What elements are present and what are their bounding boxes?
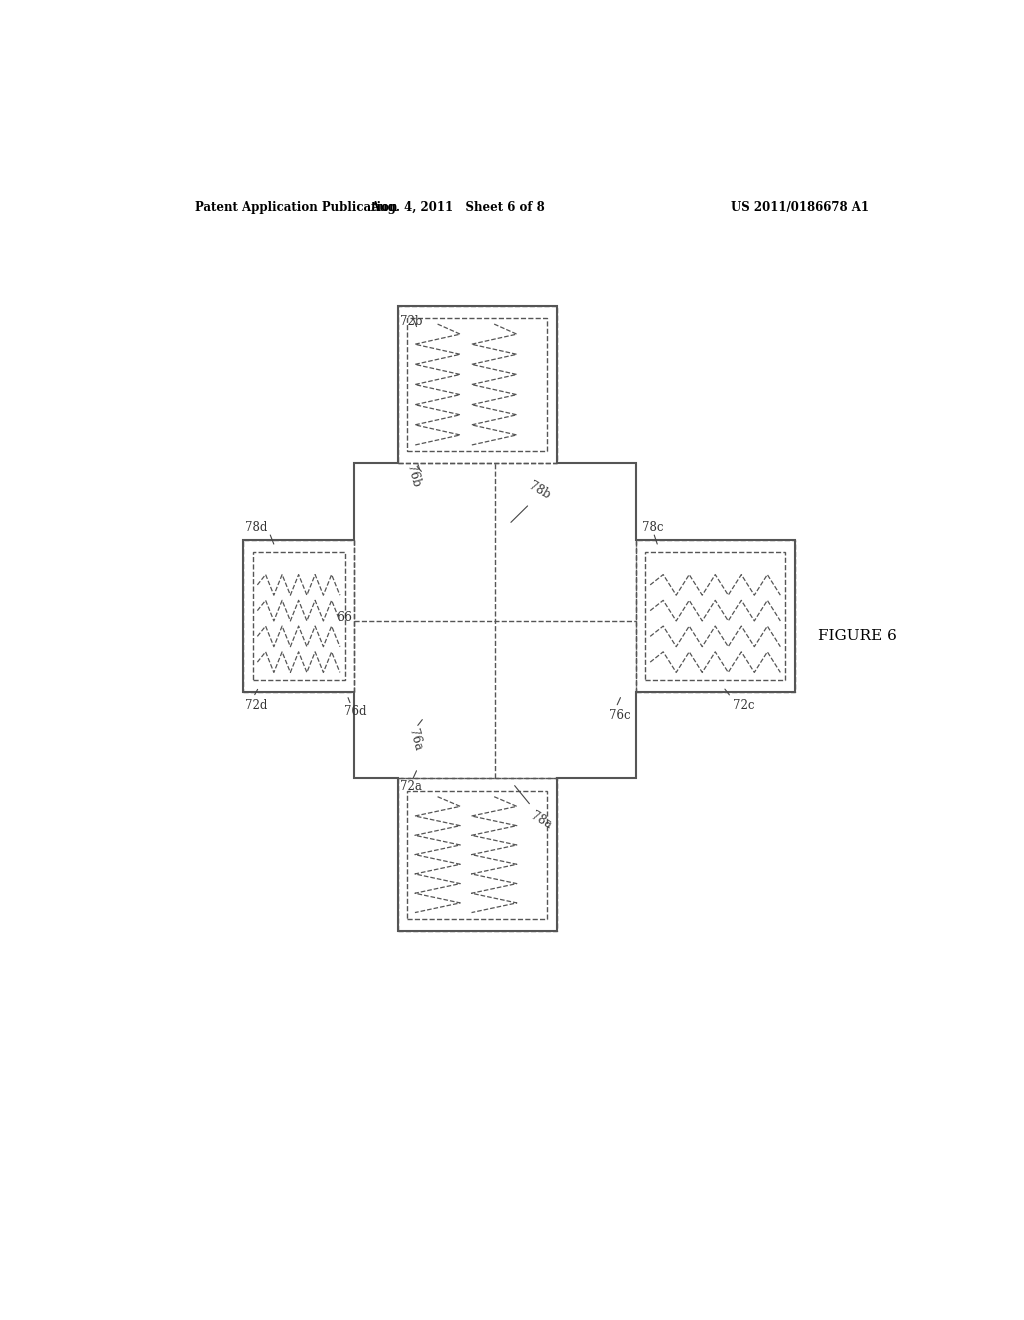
Bar bbox=[397, 306, 557, 463]
Text: 72d: 72d bbox=[246, 700, 268, 711]
Text: 78b: 78b bbox=[526, 479, 552, 502]
Text: 66: 66 bbox=[336, 611, 352, 624]
Text: 76c: 76c bbox=[609, 709, 631, 722]
Bar bbox=[408, 791, 547, 919]
Bar bbox=[408, 318, 547, 451]
Text: 76a: 76a bbox=[406, 727, 424, 752]
Bar bbox=[636, 540, 795, 692]
Text: 72a: 72a bbox=[400, 780, 422, 793]
Text: 76b: 76b bbox=[404, 463, 423, 488]
Text: FIGURE 6: FIGURE 6 bbox=[818, 630, 897, 643]
Bar bbox=[243, 540, 354, 692]
Text: 78c: 78c bbox=[642, 521, 664, 535]
Bar bbox=[253, 552, 345, 680]
Text: Aug. 4, 2011   Sheet 6 of 8: Aug. 4, 2011 Sheet 6 of 8 bbox=[370, 201, 545, 214]
Text: Patent Application Publication: Patent Application Publication bbox=[196, 201, 398, 214]
Text: 76d: 76d bbox=[344, 705, 367, 718]
Text: 78a: 78a bbox=[528, 809, 554, 832]
Text: 78d: 78d bbox=[246, 521, 268, 535]
Text: 72c: 72c bbox=[733, 700, 755, 711]
Bar bbox=[645, 552, 785, 680]
Bar bbox=[397, 779, 557, 931]
Text: US 2011/0186678 A1: US 2011/0186678 A1 bbox=[731, 201, 869, 214]
Text: 72b: 72b bbox=[400, 315, 423, 327]
